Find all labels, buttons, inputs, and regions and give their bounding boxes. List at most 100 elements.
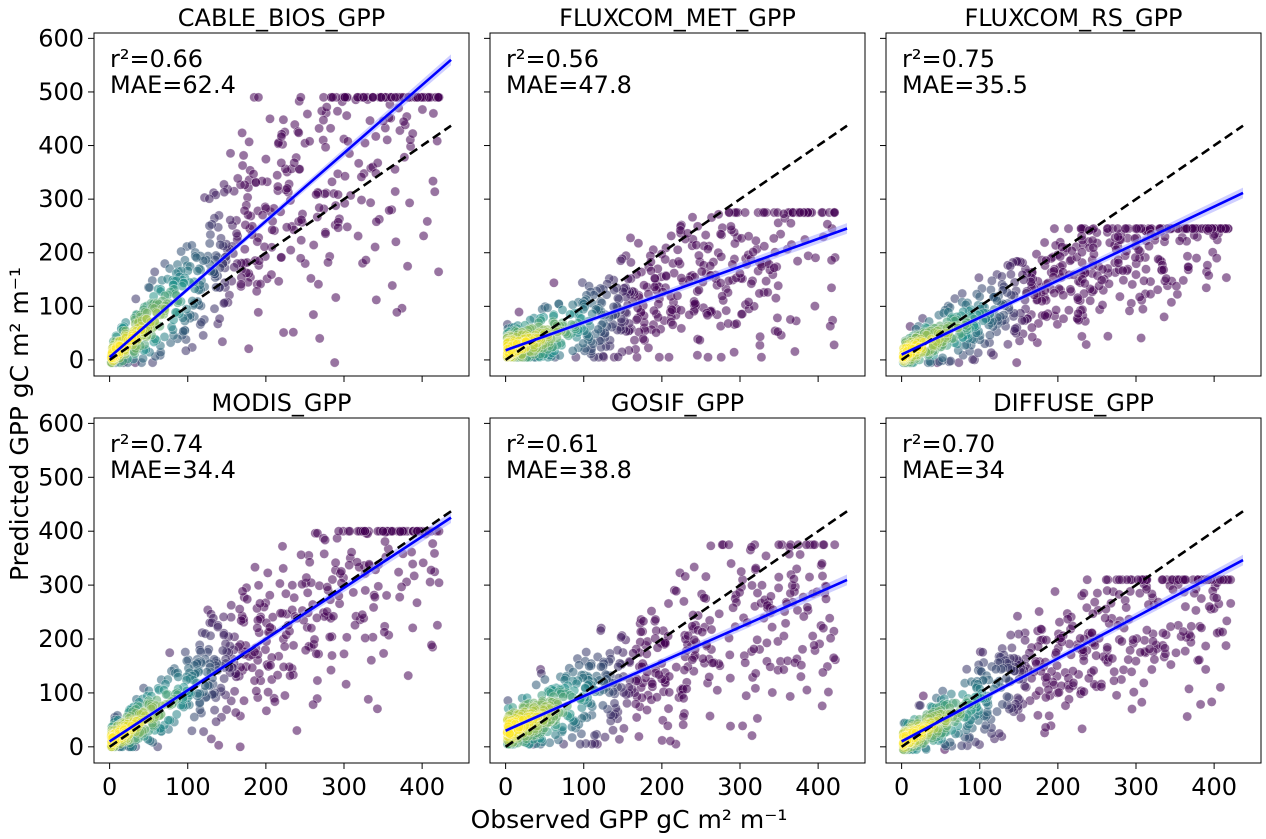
scatter-point [663,598,674,609]
x-tick-label: 0 [894,773,909,801]
x-tick-label: 300 [321,773,367,801]
scatter-point [1081,339,1092,350]
scatter-point [734,587,745,598]
scatter-point [1102,585,1113,596]
y-tick-label: 400 [38,132,84,160]
scatter-point [633,238,644,249]
scatter-point [191,252,202,263]
scatter-point [619,723,629,734]
scatter-point [398,116,409,127]
scatter-point [198,330,209,341]
x-tick-label: 100 [957,773,1003,801]
scatter-point [663,703,674,714]
scatter-point [327,176,337,187]
scatter-point [771,293,781,303]
scatter-point [1051,305,1061,315]
scatter-point [1118,664,1129,675]
scatter-point [275,608,286,619]
scatter-point [267,612,278,622]
scatter-point [342,221,353,232]
scatter-point [365,115,375,126]
scatter-point [690,298,700,309]
mae-annotation: MAE=62.4 [110,71,236,99]
y-tick-label: 200 [38,239,84,267]
scatter-point [1180,646,1191,656]
regression-line [505,227,848,352]
x-tick-label: 200 [243,773,289,801]
x-tick-label: 0 [498,773,513,801]
scatter-point [687,654,698,665]
y-axis-label: Predicted GPP gC m² m⁻¹ [5,267,34,581]
scatter-point [1134,292,1145,302]
scatter-point [363,694,374,705]
scatter-point [1200,641,1211,651]
scatter-point [344,526,355,537]
scatter-point [387,280,398,291]
scatter-point [296,214,307,225]
scatter-point [1113,257,1124,268]
scatter-point [671,662,682,672]
scatter-point [1171,281,1182,291]
scatter-point [372,703,383,714]
scatter-point [1114,574,1125,585]
scatter-point [759,207,770,218]
r-squared-annotation: r²=0.56 [506,45,599,73]
x-tick-label: 0 [102,773,117,801]
scatter-point [737,721,748,731]
scatter-point [1065,284,1076,295]
regression-line [901,191,1244,356]
scatter-point [252,623,263,633]
subplots-grid: CABLE_BIOS_GPP 0 100 200 300 400 500 600 r²=0.66… [38,4,1262,801]
scatter-point [428,176,438,186]
scatter-point [661,271,672,282]
scatter-point [1144,644,1155,654]
scatter-point [818,667,828,678]
x-tick-label: 400 [399,773,445,801]
scatter-point [762,287,773,298]
y-tick-label: 600 [38,24,84,52]
scatter-point [312,675,323,686]
scatter-point [1058,313,1069,324]
scatter-point [797,644,808,655]
scatter-point [218,630,229,640]
scatter-point [293,127,304,138]
scatter-point [320,142,331,153]
scatter-point [1127,279,1138,290]
scatter-point [407,128,418,139]
scatter-point [987,275,997,286]
scatter-point [1005,261,1016,272]
scatter-point [1007,643,1017,653]
scatter-point [751,235,761,246]
scatter-point [747,580,757,591]
scatter-point [625,232,636,243]
scatter-point [567,732,578,743]
scatter-point [662,720,673,731]
scatter-point [1020,635,1030,646]
scatter-point [824,613,835,624]
scatter-point [1011,357,1022,368]
scatter-point [639,280,649,291]
scatter-point [332,106,343,117]
scatter-point [786,218,796,229]
scatter-point [1217,627,1228,637]
scatter-point [702,310,713,321]
scatter-point [773,583,784,593]
y-tick-label: 300 [38,571,84,599]
scatter-point [1060,700,1071,711]
scatter-point [276,157,287,168]
scatter-point [260,154,271,164]
scatter-point [429,548,440,559]
scatter-point [371,216,382,227]
scatter-point [778,208,789,219]
scatter-point [1161,273,1172,284]
scatter-point [915,700,926,711]
scatter-point [305,273,316,284]
scatter-point [676,323,687,334]
scatter-point [1118,275,1129,286]
scatter-point [1005,630,1016,640]
scatter-point [294,164,305,175]
scatter-point [314,123,324,134]
scatter-point [251,286,262,297]
